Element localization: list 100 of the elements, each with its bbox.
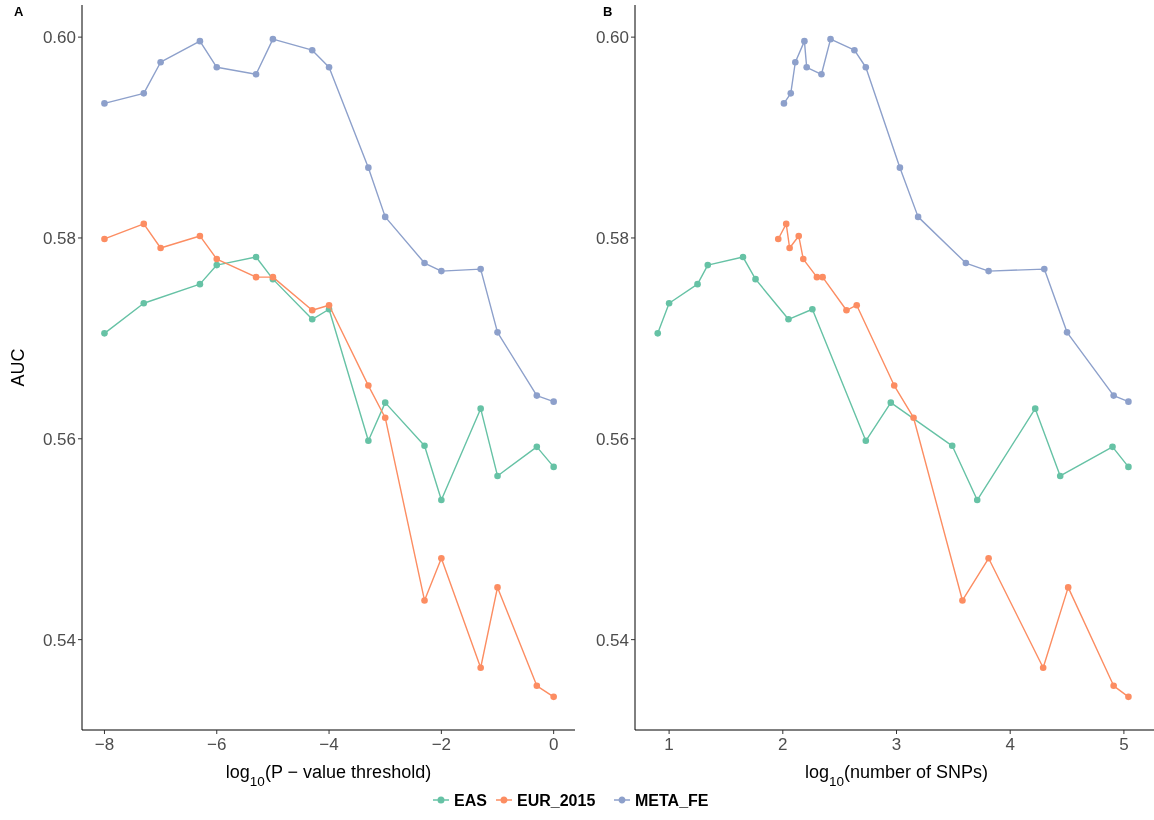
point	[438, 496, 445, 504]
point	[819, 273, 826, 281]
x-tick-label: −6	[207, 735, 227, 754]
point	[785, 316, 792, 323]
point	[887, 399, 895, 406]
point	[896, 164, 904, 171]
point	[533, 682, 541, 690]
legend-label: EUR_2015	[517, 791, 596, 809]
legend-label: EAS	[454, 791, 488, 809]
x-tick-label: 3	[891, 735, 902, 754]
point	[799, 255, 807, 263]
point	[325, 63, 333, 71]
point	[985, 267, 992, 275]
point	[1063, 329, 1071, 336]
y-tick-label: 0.58	[42, 228, 76, 248]
y-tick-label: 0.56	[42, 429, 76, 449]
point	[694, 280, 701, 288]
x-axis-title: log$_{10}$(P − value threshold)	[225, 762, 432, 789]
point	[910, 414, 917, 422]
x-tick-label: 4	[1005, 735, 1015, 754]
x-tick-label: −4	[319, 735, 339, 754]
point	[985, 554, 992, 562]
x-tick-label: −2	[431, 735, 452, 754]
point	[1110, 682, 1117, 690]
point	[157, 244, 164, 252]
point	[973, 496, 981, 504]
point	[851, 46, 858, 54]
point	[1039, 664, 1047, 672]
y-tick-label: 0.58	[595, 228, 629, 248]
point	[550, 398, 557, 405]
point	[1110, 392, 1117, 399]
point	[782, 220, 790, 228]
point	[1041, 265, 1048, 273]
point	[550, 463, 557, 471]
point	[381, 414, 389, 422]
chart-title: A	[14, 4, 24, 19]
x-tick-label: 5	[1119, 735, 1129, 754]
point	[801, 37, 808, 45]
point	[421, 442, 428, 450]
x-tick-label: 2	[778, 735, 788, 754]
point	[827, 35, 834, 43]
point	[1031, 405, 1039, 412]
point	[1064, 584, 1072, 591]
point	[533, 443, 541, 451]
point	[252, 253, 260, 261]
y-tick-label: 0.56	[595, 429, 629, 449]
point	[786, 244, 793, 252]
point	[196, 280, 204, 288]
point	[308, 316, 316, 323]
point	[252, 70, 260, 78]
y-axis-title: AUC	[8, 348, 28, 387]
point	[213, 255, 221, 263]
point	[365, 437, 372, 445]
point	[213, 63, 221, 71]
point	[477, 265, 484, 273]
point	[533, 392, 541, 399]
point	[853, 301, 861, 309]
point	[1109, 443, 1116, 451]
point	[494, 472, 501, 480]
chart-title: B	[603, 4, 613, 19]
point	[140, 220, 148, 228]
point	[890, 382, 898, 389]
point	[1125, 398, 1132, 405]
x-tick-label: −8	[94, 735, 115, 754]
point	[787, 90, 795, 97]
point	[477, 405, 484, 412]
point	[665, 299, 673, 307]
point	[381, 213, 389, 221]
point	[308, 306, 316, 314]
legend-label: META_FE	[635, 791, 709, 809]
point	[381, 399, 389, 406]
point	[421, 597, 428, 604]
point	[795, 232, 803, 240]
point	[196, 37, 204, 45]
y-tick-label: 0.54	[595, 630, 629, 650]
point	[550, 693, 557, 701]
point	[774, 235, 782, 243]
y-tick-label: 0.60	[595, 28, 629, 48]
point	[365, 164, 372, 171]
point	[140, 90, 148, 97]
point	[477, 664, 484, 672]
point	[438, 554, 445, 562]
point	[308, 46, 316, 54]
x-tick-label: 1	[664, 735, 674, 754]
point	[809, 305, 816, 313]
point	[101, 235, 108, 243]
point	[1056, 472, 1064, 480]
point	[818, 70, 825, 78]
point	[959, 597, 966, 604]
point	[101, 330, 108, 337]
point	[494, 329, 501, 336]
point	[101, 100, 108, 107]
point	[739, 253, 747, 261]
point	[269, 35, 277, 43]
point	[213, 261, 221, 269]
point	[325, 301, 333, 309]
x-axis-title: log$_{10}$(number of SNPs)	[804, 762, 989, 789]
point	[438, 267, 445, 275]
point	[140, 299, 148, 307]
point	[494, 584, 501, 591]
